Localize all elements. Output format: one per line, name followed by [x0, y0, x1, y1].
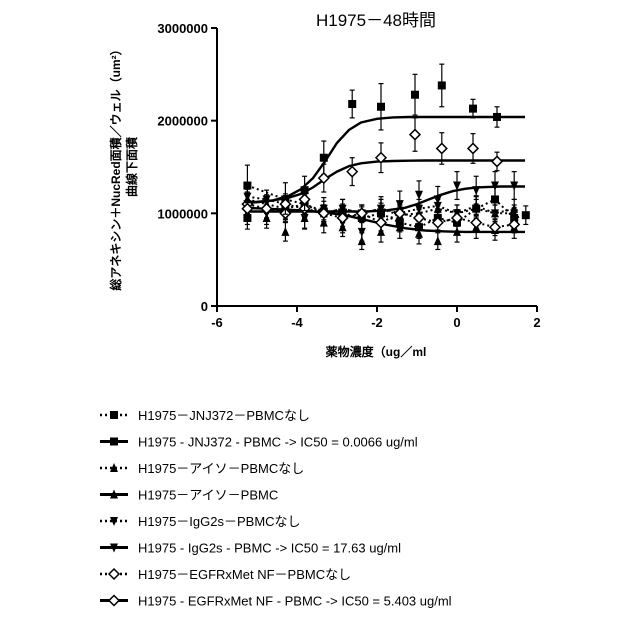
- y-tick-label: 3000000: [157, 21, 208, 36]
- data-point: [471, 218, 481, 228]
- data-point: [414, 213, 424, 223]
- legend-item-8: H1975 - EGFRxMet NF - PBMC -> IC50 = 5.4…: [100, 594, 452, 609]
- x-tick-label: -2: [371, 315, 383, 330]
- data-point: [522, 211, 530, 219]
- x-tick-label: -4: [291, 315, 303, 330]
- data-point: [434, 236, 442, 245]
- data-point: [492, 156, 502, 166]
- data-point: [358, 228, 366, 237]
- data-point: [472, 186, 480, 195]
- data-point: [468, 143, 478, 153]
- axes: 0 1000000 2000000 3000000 -6 -4 -2 0 2: [157, 21, 540, 330]
- legend-item-7: H1975－EGFRxMet NF－PBMCなし: [100, 567, 351, 582]
- y-axis-label-line2: 曲線下面積: [124, 136, 139, 197]
- data-point: [411, 91, 419, 99]
- chart-title: H1975－48時間: [316, 11, 436, 30]
- legend: H1975－JNJ372－PBMCなし H1975 - JNJ372 - PBMC…: [100, 408, 452, 609]
- data-point: [437, 143, 447, 153]
- x-tick-label: 0: [453, 315, 460, 330]
- legend-item-5: H1975－IgG2s－PBMCなし: [100, 514, 301, 529]
- data-point: [377, 103, 385, 111]
- data-point: [415, 191, 423, 200]
- legend-label: H1975 - JNJ372 - PBMC -> IC50 = 0.0066 u…: [138, 435, 418, 450]
- series-8: [242, 118, 525, 218]
- legend-marker: [110, 411, 118, 419]
- legend-label: H1975－アイソ－PBMCなし: [138, 461, 304, 476]
- legend-label: H1975－JNJ372－PBMCなし: [138, 408, 310, 423]
- legend-marker: [109, 569, 119, 579]
- data-point: [438, 81, 446, 89]
- x-axis-label: 薬物濃度（ug／ml: [326, 344, 427, 359]
- data-point: [410, 130, 420, 140]
- data-point: [376, 218, 386, 228]
- legend-marker: [109, 596, 119, 606]
- data-point: [469, 105, 477, 113]
- legend-label: H1975－EGFRxMet NF－PBMCなし: [138, 567, 351, 582]
- legend-label: H1975 - EGFRxMet NF - PBMC -> IC50 = 5.4…: [138, 594, 452, 609]
- x-tick-label: 2: [533, 315, 540, 330]
- data-point: [347, 167, 357, 177]
- legend-label: H1975－IgG2s－PBMCなし: [138, 514, 301, 529]
- plot-area: [242, 64, 529, 249]
- y-axis-label: 総アネキシン＋NucRed面積／ウェル（um²） 曲線下面積: [108, 43, 139, 290]
- data-point: [320, 154, 328, 162]
- y-axis-label-line1: 総アネキシン＋NucRed面積／ウェル（um²）: [108, 43, 123, 290]
- y-tick-label: 0: [201, 299, 208, 314]
- legend-item-6: H1975 - IgG2s - PBMC -> IC50 = 17.63 ug/…: [100, 541, 401, 556]
- data-point: [493, 113, 501, 121]
- legend-item-1: H1975－JNJ372－PBMCなし: [100, 408, 310, 423]
- legend-marker: [110, 438, 118, 446]
- y-tick-label: 1000000: [157, 206, 208, 221]
- data-point: [281, 227, 289, 236]
- x-tick-label: -6: [211, 315, 223, 330]
- y-tick-label: 2000000: [157, 114, 208, 129]
- legend-label: H1975 - IgG2s - PBMC -> IC50 = 17.63 ug/…: [138, 541, 401, 556]
- data-point: [348, 100, 356, 108]
- legend-item-3: H1975－アイソ－PBMCなし: [100, 461, 304, 476]
- legend-item-2: H1975 - JNJ372 - PBMC -> IC50 = 0.0066 u…: [100, 435, 418, 450]
- legend-item-4: H1975－アイソ－PBMC: [100, 488, 278, 503]
- legend-label: H1975－アイソ－PBMC: [138, 488, 278, 503]
